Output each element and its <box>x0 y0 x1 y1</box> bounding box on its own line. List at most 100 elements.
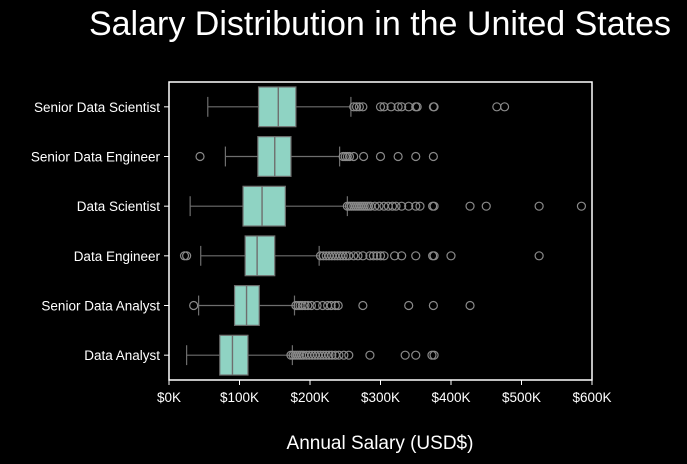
outlier-point <box>349 251 359 261</box>
iqr-box <box>257 86 297 128</box>
outlier-point <box>465 201 475 211</box>
outlier-point <box>465 300 475 311</box>
outlier-point <box>492 102 502 112</box>
outlier-point <box>397 102 407 112</box>
outlier-point <box>393 151 403 162</box>
x-tick-label: $500K <box>502 390 541 405</box>
outlier-point <box>306 300 317 311</box>
box-group <box>195 136 438 177</box>
outlier-point <box>339 350 349 360</box>
outlier-point <box>412 102 422 112</box>
outlier-point <box>375 251 386 261</box>
outlier-point <box>404 201 414 211</box>
x-axis-label: Annual Salary (USD$) <box>287 433 474 454</box>
outlier-point <box>400 350 410 360</box>
outlier-point <box>387 201 398 211</box>
x-tick-label: $300K <box>361 390 400 405</box>
iqr-box <box>242 185 286 227</box>
outlier-point <box>404 300 414 311</box>
outlier-point <box>379 251 389 261</box>
outlier-point <box>312 300 322 311</box>
outlier-point <box>324 350 334 360</box>
outlier-point <box>330 300 340 311</box>
x-axis: $0K $100K $200K $300K $400K $500K $600K <box>157 380 612 405</box>
box-group <box>186 334 439 376</box>
outlier-point <box>428 300 438 311</box>
outlier-point <box>446 251 456 261</box>
outlier-point <box>390 251 400 261</box>
outlier-point <box>344 350 354 360</box>
outlier-point <box>354 102 364 112</box>
outlier-point <box>333 300 343 311</box>
y-tick-label: Data Engineer <box>74 249 161 264</box>
outlier-point <box>429 201 439 211</box>
y-tick-label: Senior Data Analyst <box>41 299 160 314</box>
outlier-point <box>481 201 491 211</box>
outlier-point <box>303 300 313 311</box>
y-tick-label: Data Scientist <box>77 199 161 214</box>
outlier-point <box>391 201 401 211</box>
outlier-point <box>429 350 439 360</box>
outlier-point <box>195 151 205 162</box>
outlier-point <box>365 251 375 261</box>
outlier-point <box>368 251 379 261</box>
outlier-point <box>297 300 307 311</box>
outlier-point <box>534 201 544 211</box>
iqr-box <box>219 334 249 376</box>
y-tick-label: Senior Data Scientist <box>34 100 160 115</box>
outlier-point <box>349 102 359 112</box>
outlier-point <box>534 251 544 261</box>
outlier-point <box>375 102 386 112</box>
outlier-point <box>327 350 337 360</box>
outlier-point <box>499 102 510 112</box>
plot-area <box>179 86 587 376</box>
x-tick-label: $200K <box>290 390 329 405</box>
outlier-point <box>300 300 310 311</box>
outlier-point <box>428 151 438 162</box>
outlier-point <box>415 201 425 211</box>
x-tick-label: $0K <box>157 390 181 405</box>
outlier-point <box>358 102 368 112</box>
outlier-point <box>321 350 331 360</box>
outlier-point <box>349 151 359 162</box>
y-tick-label: Senior Data Engineer <box>31 150 161 165</box>
outlier-point <box>370 201 380 211</box>
outlier-point <box>429 251 439 261</box>
outlier-point <box>326 300 336 311</box>
outlier-point <box>344 151 355 162</box>
outlier-point <box>344 251 354 261</box>
outlier-point <box>397 251 407 261</box>
box-group <box>189 185 587 227</box>
outlier-point <box>386 102 396 112</box>
outlier-point <box>379 102 389 112</box>
outlier-point <box>397 201 407 211</box>
outlier-point <box>411 151 421 162</box>
outlier-point <box>411 201 421 211</box>
outlier-point <box>411 251 421 261</box>
outlier-point <box>358 151 369 162</box>
box-group <box>207 86 510 128</box>
outlier-point <box>338 251 348 261</box>
box-group <box>189 285 475 326</box>
outlier-point <box>372 251 382 261</box>
box-group <box>179 235 544 277</box>
outlier-point <box>365 350 375 360</box>
outlier-point <box>374 201 384 211</box>
outlier-point <box>358 300 368 311</box>
y-axis: Senior Data Scientist Senior Data Enginee… <box>31 100 169 363</box>
outlier-point <box>334 350 344 360</box>
x-tick-label: $400K <box>431 390 470 405</box>
outlier-point <box>353 251 363 261</box>
outlier-point <box>182 251 192 261</box>
outlier-point <box>429 102 439 112</box>
outlier-point <box>358 251 368 261</box>
chart-title: Salary Distribution in the United States <box>89 5 671 43</box>
outlier-point <box>576 201 587 211</box>
x-tick-label: $600K <box>572 390 611 405</box>
y-tick-label: Data Analyst <box>84 348 160 363</box>
outlier-point <box>411 350 421 360</box>
iqr-box <box>244 235 276 277</box>
outlier-point <box>351 102 362 112</box>
outlier-point <box>375 151 386 162</box>
